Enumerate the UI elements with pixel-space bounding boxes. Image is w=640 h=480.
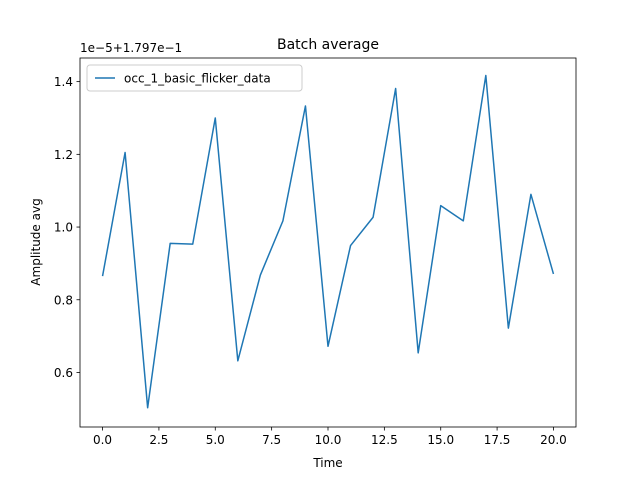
x-tick-label: 10.0 [315,433,342,447]
y-tick-label: 1.2 [54,148,73,162]
x-tick-label: 12.5 [371,433,398,447]
x-axis-label: Time [312,456,342,470]
x-tick-label: 17.5 [484,433,511,447]
axes-frame [79,57,577,428]
y-axis-offset-label: 1e−5+1.797e−1 [80,41,182,55]
x-tick-label: 15.0 [427,433,454,447]
y-tick-label: 0.6 [54,366,73,380]
y-tick-label: 1.0 [54,221,73,235]
x-tick-label: 7.5 [262,433,281,447]
x-tick-label: 0.0 [93,433,112,447]
legend-box [86,64,303,92]
legend-label: occ_1_basic_flicker_data [124,72,271,86]
series-line [101,74,555,409]
y-axis-label: Amplitude avg [29,198,43,285]
y-tick-label: 0.8 [54,293,73,307]
y-tick-label: 1.4 [54,75,73,89]
chart-title: Batch average [277,37,379,53]
x-tick-label: 20.0 [540,433,567,447]
plot-area: 0.0 2.5 5.0 7.5 10.0 12.5 15.0 17.5 20.0 0.6 0.8 1.… [54,57,577,447]
x-tick-label: 5.0 [206,433,225,447]
x-tick-label: 2.5 [149,433,168,447]
